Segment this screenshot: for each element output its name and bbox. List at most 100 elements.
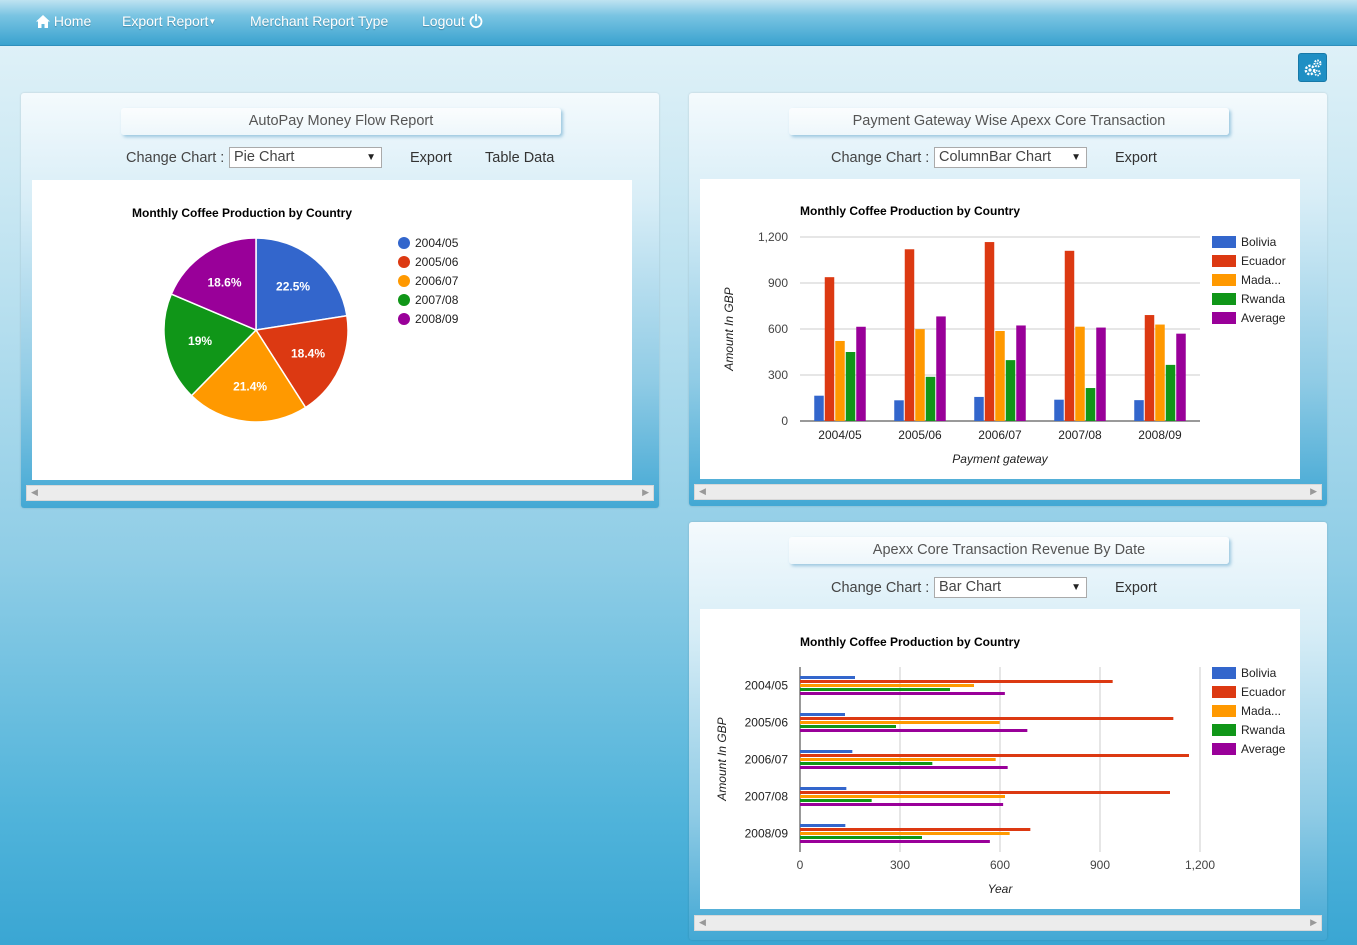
pie-slice [254, 314, 349, 409]
top-navbar: Home Export Report▼ Merchant Report Type… [0, 0, 1357, 46]
x-tick-label: 2007/08 [1058, 428, 1102, 442]
legend-label: 2004/05 [415, 236, 459, 250]
x-tick-label: 1,200 [1185, 858, 1215, 872]
nav-logout-link[interactable]: Logout [422, 13, 483, 29]
legend-marker [1212, 743, 1236, 755]
chart-type-select[interactable]: Pie Chart ▼ [229, 147, 382, 168]
y-tick-label: 0 [781, 414, 788, 428]
column-bar [894, 400, 904, 421]
column-bar [995, 330, 1005, 421]
legend-label: Average [1241, 311, 1286, 325]
column-bar [974, 396, 984, 421]
column-bar [1134, 400, 1144, 421]
pie-slice [255, 237, 348, 331]
nav-export-report-dropdown[interactable]: Export Report▼ [122, 13, 216, 29]
legend-marker [398, 237, 410, 249]
scroll-left-icon[interactable]: ◀ [31, 487, 38, 497]
chart-title: Monthly Coffee Production by Country [132, 206, 352, 220]
legend-label: Rwanda [1241, 723, 1285, 737]
pie-slice-label: 22.5% [276, 280, 310, 294]
horizontal-bar [800, 750, 853, 753]
column-bar [925, 376, 936, 421]
horizontal-bar [800, 729, 1028, 732]
nav-home-label: Home [53, 13, 92, 29]
y-tick-label: 300 [768, 368, 788, 382]
settings-button[interactable] [1298, 53, 1327, 82]
pie-slice [163, 293, 258, 397]
horizontal-scrollbar[interactable]: ◀ ▶ [694, 484, 1322, 500]
legend-label: Bolivia [1241, 666, 1277, 680]
legend-marker [398, 313, 410, 325]
panel-title: AutoPay Money Flow Report [121, 108, 561, 135]
column-bar [915, 329, 925, 421]
chart-type-select[interactable]: ColumnBar Chart ▼ [934, 147, 1087, 168]
legend-marker [1212, 236, 1236, 248]
column-bar [1144, 315, 1155, 421]
legend-marker [398, 275, 410, 287]
horizontal-scrollbar[interactable]: ◀ ▶ [26, 485, 654, 501]
pie-slice-label: 18.6% [207, 275, 241, 289]
horizontal-bar [800, 684, 974, 687]
x-tick-label: 300 [890, 858, 910, 872]
scroll-left-icon[interactable]: ◀ [699, 486, 706, 496]
scroll-right-icon[interactable]: ▶ [1310, 917, 1317, 927]
column-bar [936, 316, 946, 421]
scroll-right-icon[interactable]: ▶ [1310, 486, 1317, 496]
table-data-button[interactable]: Table Data [485, 150, 555, 166]
export-button[interactable]: Export [1115, 580, 1157, 596]
scroll-left-icon[interactable]: ◀ [699, 917, 706, 927]
horizontal-bar [800, 680, 1113, 683]
y-tick-label: 2004/05 [745, 679, 789, 693]
power-icon [469, 13, 483, 28]
horizontal-bar-chart: Monthly Coffee Production by Country 0 300… [715, 635, 1286, 896]
column-bar [1096, 327, 1106, 421]
x-axis-title: Payment gateway [952, 452, 1048, 466]
horizontal-bar [800, 824, 846, 827]
legend-label: Mada... [1241, 273, 1281, 287]
legend-marker [398, 256, 410, 268]
horizontal-bar [800, 828, 1031, 831]
caret-down-icon: ▼ [208, 17, 217, 26]
horizontal-bar [800, 795, 1005, 798]
y-tick-label: 600 [768, 322, 788, 336]
panel-title: Apexx Core Transaction Revenue By Date [789, 537, 1229, 564]
horizontal-bar [800, 791, 1170, 794]
column-bar [1085, 388, 1096, 421]
nav-logout-label: Logout [422, 13, 465, 29]
x-tick-label: 0 [797, 858, 804, 872]
legend-label: Mada... [1241, 704, 1281, 718]
nav-home-link[interactable]: Home [36, 13, 91, 29]
horizontal-bar [800, 692, 1005, 695]
panel-title: Payment Gateway Wise Apexx Core Transact… [789, 108, 1229, 135]
home-icon [36, 15, 50, 28]
y-axis-title: Amount In GBP [722, 287, 736, 371]
column-bar [856, 326, 866, 421]
pie-slice-label: 21.4% [233, 380, 267, 394]
chart-type-select[interactable]: Bar Chart ▼ [934, 577, 1087, 598]
x-tick-label: 2006/07 [978, 428, 1022, 442]
horizontal-bar [800, 717, 1174, 720]
nav-merchant-report-type-link[interactable]: Merchant Report Type [250, 13, 388, 29]
horizontal-bar [800, 762, 933, 765]
legend-label: 2008/09 [415, 312, 459, 326]
legend-marker [1212, 667, 1236, 679]
column-chart-area: Monthly Coffee Production by Country 0 300… [700, 179, 1300, 479]
scroll-right-icon[interactable]: ▶ [642, 487, 649, 497]
dropdown-arrow-icon: ▼ [1071, 152, 1081, 163]
y-tick-label: 900 [768, 276, 788, 290]
column-bar [835, 340, 845, 421]
export-button[interactable]: Export [1115, 150, 1157, 166]
column-bar [1064, 250, 1075, 421]
x-tick-label: 2008/09 [1138, 428, 1182, 442]
export-button[interactable]: Export [410, 150, 452, 166]
y-tick-label: 1,200 [758, 230, 788, 244]
y-axis-title: Amount In GBP [715, 717, 729, 801]
legend-label: 2005/06 [415, 255, 459, 269]
pie-slice-label: 18.4% [291, 346, 325, 360]
column-bar [1155, 324, 1165, 421]
horizontal-bar [800, 832, 1010, 835]
column-bar [814, 395, 824, 421]
chart-type-select-value: Pie Chart [234, 149, 295, 165]
horizontal-scrollbar[interactable]: ◀ ▶ [694, 915, 1322, 931]
column-bar [1016, 325, 1026, 421]
